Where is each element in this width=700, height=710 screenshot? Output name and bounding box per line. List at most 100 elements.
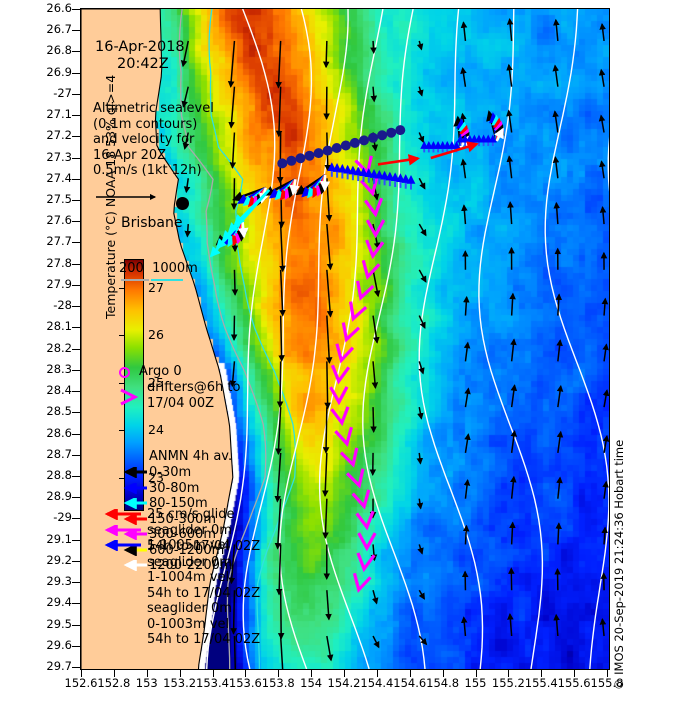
velocity-arrow	[598, 68, 606, 87]
velocity-arrow	[237, 221, 249, 239]
velocity-arrow	[229, 132, 237, 169]
anmn-legend-row: 600-1200m	[149, 542, 225, 558]
y-tick-mark	[72, 30, 80, 32]
y-tick-mark	[72, 284, 80, 286]
drifter-chevron-icon	[120, 388, 139, 406]
sealevel-contours	[206, 9, 609, 669]
velocity-arrow	[230, 590, 237, 635]
y-tick-label: 26.6	[46, 1, 72, 15]
velocity-arrow	[602, 434, 609, 454]
y-tick-label: 29.1	[46, 531, 72, 546]
y-tick-label: 29.5	[46, 616, 72, 631]
x-tick-mark	[376, 670, 378, 677]
colorbar-tick-label: 24	[148, 422, 164, 438]
velocity-arrow	[599, 160, 606, 179]
drifter-chevron	[349, 301, 368, 322]
velocity-arrow	[510, 384, 518, 408]
velocity-arrow	[461, 204, 468, 225]
velocity-arrow	[553, 613, 560, 637]
colorbar-tick-label: 26	[148, 327, 164, 343]
scale-arrow-swatch	[104, 540, 141, 551]
velocity-arrow	[370, 86, 378, 103]
y-tick-label: 27.7	[46, 234, 72, 249]
y-tick-label: 28.6	[46, 425, 72, 440]
y-tick-label: 29.4	[46, 595, 72, 610]
anmn-legend-title: ANMN 4h av.	[149, 449, 233, 464]
date-stamp: 16-Apr-2018 20:42Z	[95, 39, 185, 72]
velocity-arrow	[326, 269, 334, 318]
velocity-arrow	[416, 452, 424, 465]
velocity-arrow	[372, 590, 379, 605]
x-tick-label: 153.4	[196, 676, 229, 690]
anmn-legend-row: 30-80m	[149, 480, 200, 496]
x-tick-mark	[409, 670, 411, 677]
velocity-arrow	[326, 223, 334, 271]
drifter-chevron	[341, 322, 361, 343]
contour-1000m-swatch	[151, 279, 183, 281]
velocity-arrow	[289, 179, 300, 196]
anmn-legend-row: 150-300m	[149, 511, 216, 527]
y-tick-label: -28	[53, 298, 72, 313]
velocity-arrow	[463, 341, 471, 362]
y-tick-mark	[72, 624, 80, 626]
x-tick-label: 154.2	[327, 676, 361, 690]
bathymetry-label: 200 1000m	[119, 261, 198, 276]
y-tick-label: 26.7	[46, 22, 72, 37]
x-tick-mark	[607, 670, 608, 677]
colorbar-tick-mark	[119, 287, 124, 289]
colorbar-tick-mark	[119, 335, 124, 337]
velocity-arrow	[416, 498, 424, 510]
scale-arrow-swatch	[104, 509, 141, 520]
colorbar-gradient	[124, 259, 144, 511]
mooring-vectors	[209, 110, 505, 258]
y-tick-label: 26.8	[46, 43, 72, 58]
y-tick-label: 29.2	[46, 552, 72, 567]
temperature-colorbar: 23 24 25 26 27 Temperature (°C) NOAA 18 53% …	[103, 75, 164, 511]
mooring-station-dot	[322, 145, 333, 156]
velocity-arrow	[602, 389, 609, 408]
y-tick-label: 27.8	[46, 255, 72, 270]
altimetry-note: Altimetric sealevel (0.1m contours) and …	[93, 101, 214, 178]
velocity-arrow	[552, 156, 560, 179]
velocity-arrow	[275, 40, 282, 89]
scale-arrow-swatch	[104, 524, 141, 536]
anmn-legend-row: 1200-2200m	[149, 558, 233, 573]
mooring-station-dot	[368, 132, 379, 143]
velocity-arrow	[598, 114, 606, 133]
anmn-legend-row: 300-600m	[149, 527, 216, 542]
velocity-arrow	[229, 361, 237, 388]
velocity-arrow	[274, 452, 282, 503]
velocity-arrow	[464, 433, 471, 454]
y-tick-mark	[72, 539, 80, 541]
x-tick-label: 153.8	[261, 676, 295, 690]
velocity-arrow	[553, 18, 560, 42]
y-tick-label: 28.9	[46, 489, 72, 504]
y-tick-mark	[72, 412, 80, 414]
velocity-arrow	[228, 544, 236, 585]
colorbar-tick-label: 27	[148, 279, 164, 295]
map-plot-area[interactable]: 16-Apr-2018 20:42Z Altimetric sealevel (0…	[80, 8, 610, 670]
y-tick-mark	[72, 518, 80, 520]
velocity-arrow	[278, 315, 285, 362]
y-tick-mark	[72, 603, 80, 605]
velocity-arrow	[370, 40, 377, 55]
velocity-arrow	[322, 407, 330, 454]
y-tick-label: 27.6	[46, 213, 72, 228]
velocity-arrow	[464, 387, 471, 408]
argo-legend-line1: Argo 0	[139, 364, 182, 379]
velocity-arrow	[602, 343, 609, 362]
velocity-arrow	[274, 498, 282, 550]
velocity-arrow	[418, 269, 427, 283]
x-tick-mark	[574, 670, 576, 677]
velocity-arrow	[510, 338, 517, 362]
y-tick-mark	[72, 115, 80, 117]
y-tick-mark	[72, 433, 80, 435]
drifter-chevron	[352, 572, 372, 594]
y-tick-mark	[72, 391, 80, 393]
velocity-arrow	[209, 189, 271, 258]
y-tick-mark	[72, 178, 80, 180]
velocity-arrow	[510, 429, 518, 454]
velocity-arrow	[325, 315, 333, 364]
x-tick-label: 153.6	[228, 676, 262, 690]
